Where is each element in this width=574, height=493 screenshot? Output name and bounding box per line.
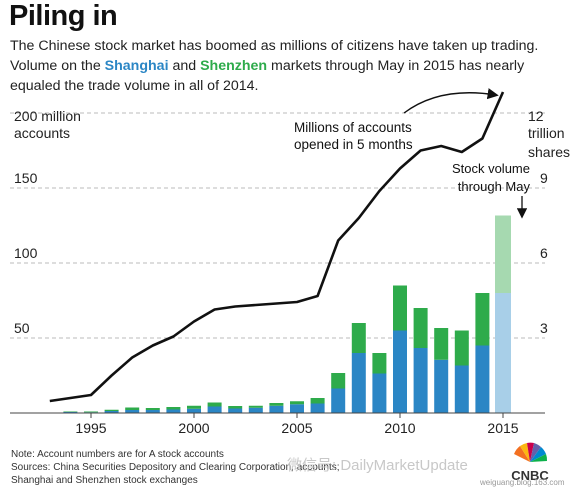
bar-shanghai-2007 — [331, 388, 346, 413]
bar-shanghai-2001 — [207, 406, 222, 413]
subtitle-text-1: The Chinese stock market has boomed as m… — [10, 38, 539, 74]
bar-shanghai-1998 — [145, 410, 160, 413]
bar-shanghai-2006 — [310, 403, 325, 413]
axis-layer: 50 100 150 3 6 9 1995 2000 2005 2010 2015 — [10, 170, 548, 436]
bar-shanghai-2003 — [248, 407, 263, 413]
bar-shenzhen-2004 — [269, 403, 284, 406]
bar-shenzhen-2008 — [351, 323, 366, 353]
bar-shanghai-2004 — [269, 405, 284, 413]
volume-note-line2: through May — [458, 179, 531, 194]
bar-shenzhen-2002 — [228, 406, 243, 409]
accounts-arrow — [403, 88, 499, 114]
subtitle-shanghai: Shanghai — [104, 58, 169, 74]
left-axis-unit-line2: accounts — [14, 125, 70, 141]
right-axis-unit-line3: shares — [528, 144, 570, 160]
bar-shenzhen-1996 — [104, 409, 119, 411]
chart-subtitle: The Chinese stock market has boomed as m… — [10, 36, 565, 96]
bar-shanghai-2009 — [372, 373, 387, 413]
bar-shenzhen-2000 — [187, 405, 201, 409]
accounts-line — [49, 91, 505, 403]
bar-shenzhen-2003 — [248, 405, 263, 408]
bar-shanghai-1996 — [104, 411, 119, 413]
left-axis-unit-line1: 200 million — [14, 108, 81, 124]
bar-shenzhen-2009 — [372, 353, 387, 374]
bar-shenzhen-1995 — [84, 411, 98, 413]
bar-shenzhen-1999 — [166, 407, 181, 410]
x-axis-tick-label: 2010 — [384, 420, 415, 436]
logo-text: CNBC — [511, 468, 549, 483]
volume-note-line1: Stock volume — [452, 161, 530, 176]
bars-layer — [63, 215, 511, 413]
x-axis-tick-label: 2000 — [178, 420, 209, 436]
footer-note: Note: Account numbers are for A stock ac… — [11, 449, 224, 460]
bar-shenzhen-2005 — [290, 401, 304, 405]
line-layer — [49, 91, 505, 403]
bar-shenzhen-2001 — [207, 402, 222, 407]
footer-sources2: Shanghai and Shenzhen stock exchanges — [11, 475, 198, 486]
bar-shanghai-2015 — [495, 293, 511, 413]
right-axis-tick: 6 — [540, 245, 548, 261]
bar-shenzhen-2011 — [413, 308, 428, 348]
watermark: 微信号: DailyMarketUpdate — [287, 457, 468, 474]
grid-layer — [10, 112, 545, 339]
bar-shanghai-1999 — [166, 409, 181, 413]
page-title: Piling in — [9, 0, 118, 32]
bar-shanghai-2011 — [413, 348, 428, 413]
left-axis-tick: 100 — [14, 245, 38, 261]
accounts-note-line1: Millions of accounts — [294, 120, 412, 135]
bar-shenzhen-1998 — [145, 408, 160, 410]
x-axis-tick-label: 2015 — [487, 420, 518, 436]
left-axis-tick: 50 — [14, 320, 30, 336]
bar-shenzhen-2010 — [393, 285, 407, 331]
left-axis-tick: 150 — [14, 170, 38, 186]
bar-shanghai-2002 — [228, 408, 243, 413]
bar-shanghai-2012 — [434, 359, 449, 413]
bar-shenzhen-1997 — [125, 407, 140, 410]
bar-shenzhen-2014 — [475, 293, 490, 346]
subtitle-text-2: and — [168, 58, 201, 74]
bar-shenzhen-2006 — [310, 398, 325, 404]
right-axis-unit-line2: trillion — [528, 125, 565, 141]
logo-url: weiguang.blog.163.com — [480, 478, 565, 487]
cnbc-logo: CNBC — [511, 442, 549, 483]
bar-shenzhen-2015 — [495, 215, 511, 293]
bar-shenzhen-2013 — [454, 330, 469, 366]
accounts-note-line2: opened in 5 months — [294, 137, 413, 152]
subtitle-shenzhen: Shenzhen — [200, 58, 268, 74]
right-axis-tick: 9 — [540, 170, 548, 186]
bar-shanghai-1997 — [125, 410, 140, 413]
bar-shenzhen-2012 — [434, 328, 449, 360]
right-axis-unit-line1: 12 — [528, 108, 544, 124]
bar-shanghai-2000 — [187, 408, 201, 413]
bar-shanghai-2013 — [454, 365, 469, 413]
right-axis-tick: 3 — [540, 320, 548, 336]
x-axis-tick-label: 2005 — [281, 420, 312, 436]
subtitle-text-3: markets through May in 2015 has nearly e… — [10, 58, 525, 94]
bar-shanghai-2010 — [393, 330, 407, 413]
bar-shenzhen-1994 — [63, 411, 78, 412]
x-axis-tick-label: 1995 — [75, 420, 106, 436]
bar-shanghai-2008 — [351, 353, 366, 413]
footer-sources: Sources: China Securities Depository and… — [11, 462, 340, 473]
bar-shanghai-2014 — [475, 345, 490, 413]
bar-shanghai-2005 — [290, 404, 304, 413]
bar-shenzhen-2007 — [331, 373, 346, 389]
